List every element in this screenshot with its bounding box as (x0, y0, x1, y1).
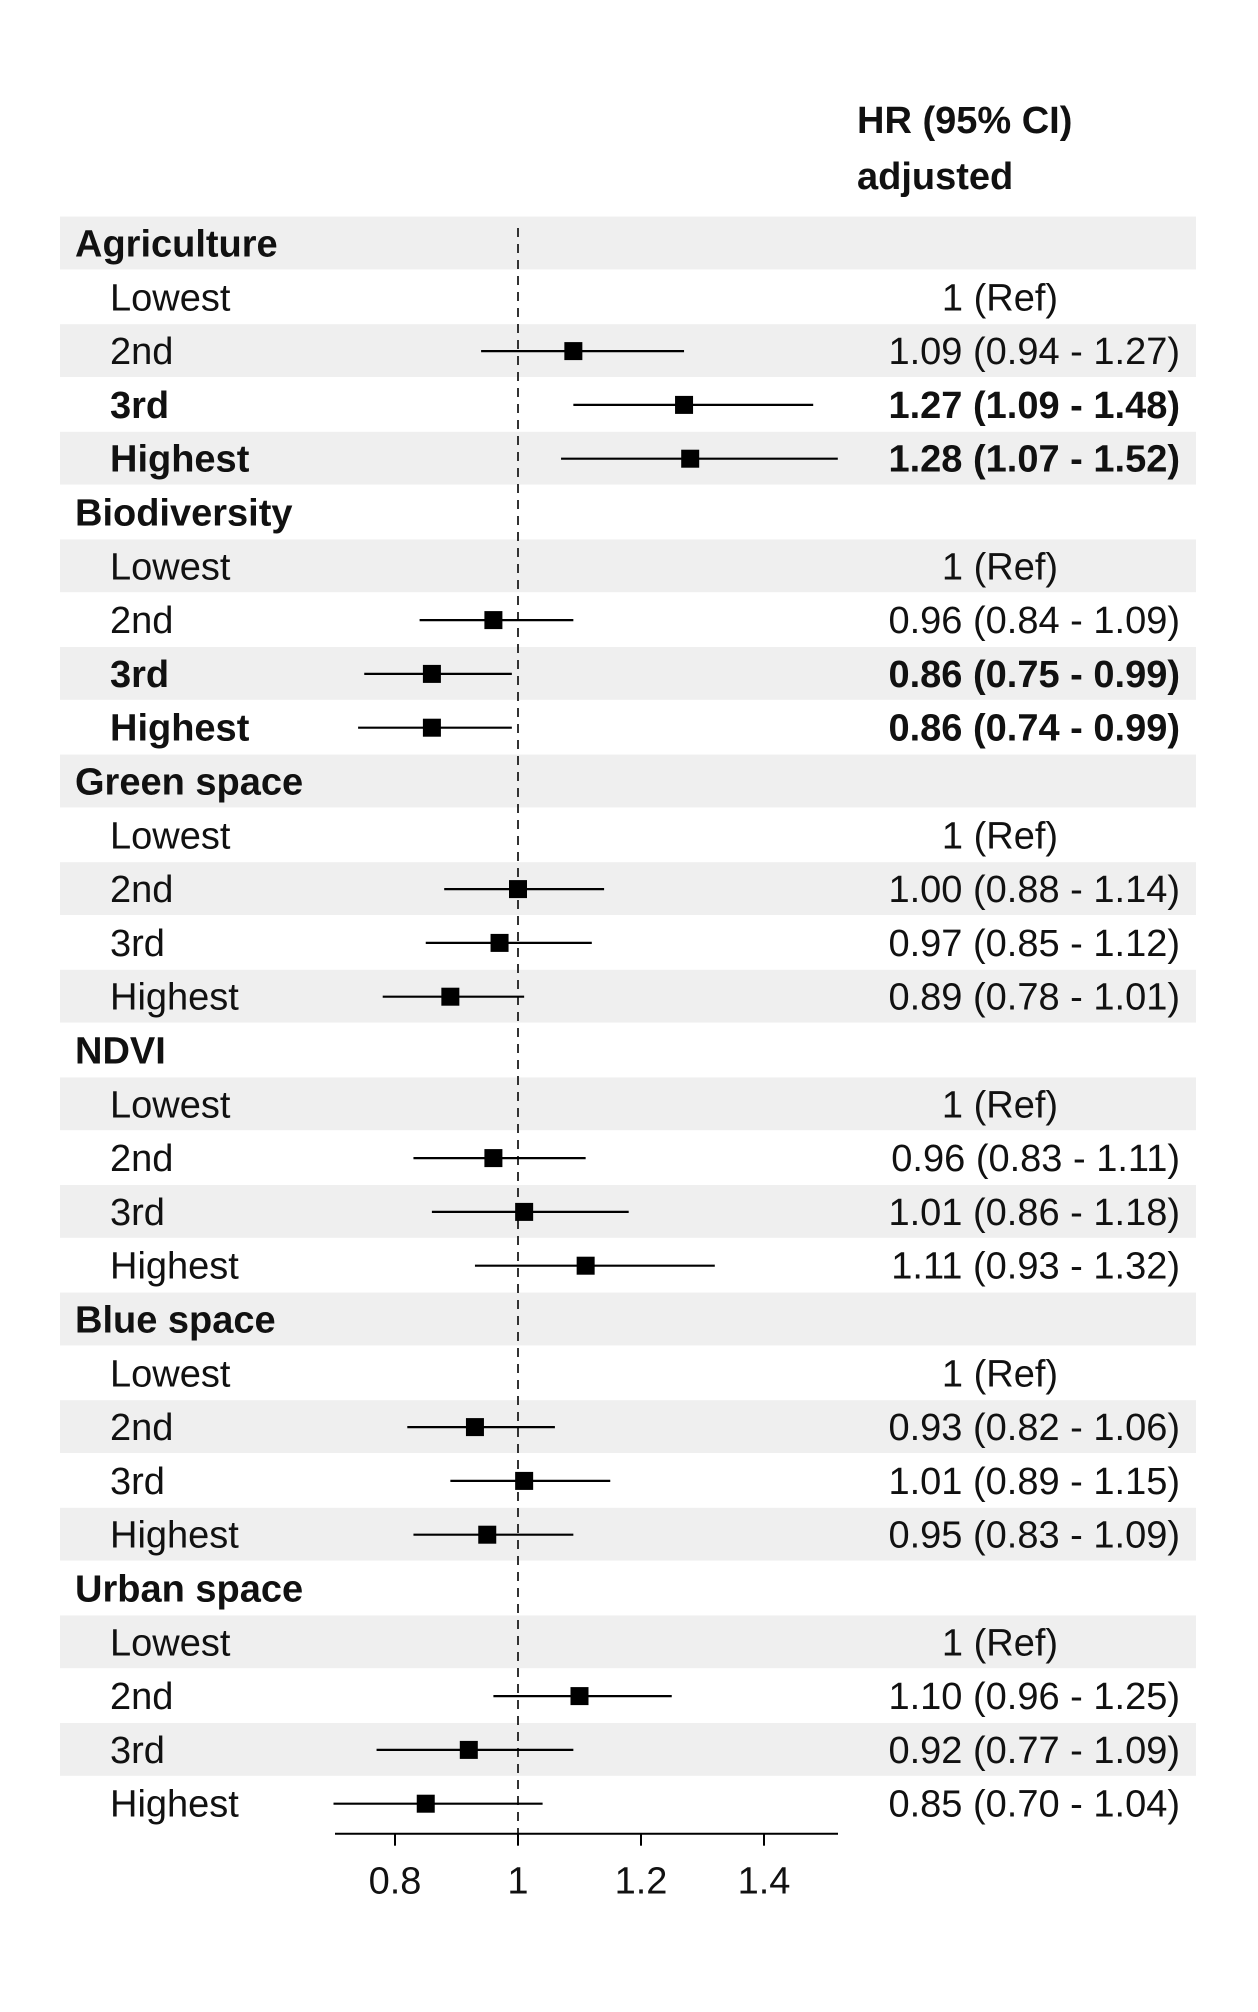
row-label: Highest (110, 977, 239, 1019)
row-label: 3rd (110, 1461, 165, 1503)
point-estimate-marker (681, 449, 700, 468)
point-estimate-marker (459, 1740, 478, 1759)
row-stripe (60, 216, 1196, 270)
row-stripe (60, 1077, 1196, 1131)
row-label: Highest (110, 1515, 239, 1557)
row-label: Highest (110, 708, 250, 750)
point-estimate-marker (478, 1525, 497, 1544)
header-hr-label: HR (95% CI) (857, 100, 1072, 142)
point-estimate-marker (465, 1418, 484, 1437)
point-estimate-marker (490, 933, 509, 952)
group-label: Urban space (75, 1569, 303, 1611)
row-label: Lowest (110, 815, 231, 857)
row-label: 2nd (110, 1407, 173, 1449)
hr-ci-text: 0.85 (0.70 - 1.04) (888, 1784, 1180, 1826)
row-label: Highest (110, 439, 250, 481)
hr-ci-text: 0.86 (0.75 - 0.99) (888, 654, 1180, 696)
group-label: NDVI (75, 1031, 166, 1073)
reference-text: 1 (Ref) (942, 277, 1058, 319)
x-tick-label: 1.4 (738, 1861, 791, 1903)
hr-ci-text: 1.01 (0.86 - 1.18) (888, 1192, 1180, 1234)
point-estimate-marker (576, 1256, 595, 1275)
row-label: 3rd (110, 385, 169, 427)
hr-ci-text: 0.93 (0.82 - 1.06) (888, 1407, 1180, 1449)
row-label: Lowest (110, 1084, 231, 1126)
point-estimate-marker (515, 1471, 534, 1490)
group-label: Biodiversity (75, 493, 293, 535)
hr-ci-text: 1.09 (0.94 - 1.27) (888, 331, 1180, 373)
x-tick-label: 1 (507, 1861, 528, 1903)
point-estimate-marker (675, 395, 694, 414)
group-label: Agriculture (75, 224, 278, 266)
x-tick-label: 1.2 (615, 1861, 668, 1903)
hr-ci-text: 0.96 (0.83 - 1.11) (891, 1138, 1180, 1180)
header-adjusted-label: adjusted (857, 156, 1013, 198)
hr-ci-text: 0.97 (0.85 - 1.12) (888, 923, 1180, 965)
row-label: 3rd (110, 923, 165, 965)
x-tick-label: 0.8 (369, 1861, 422, 1903)
reference-text: 1 (Ref) (942, 815, 1058, 857)
column-header: HR (95% CI) adjusted (857, 100, 1072, 198)
hr-ci-text: 1.11 (0.93 - 1.32) (891, 1246, 1180, 1288)
row-label: 2nd (110, 1676, 173, 1718)
row-label: 3rd (110, 1730, 165, 1772)
row-stripes (60, 216, 1196, 1776)
hr-ci-text: 1.10 (0.96 - 1.25) (888, 1676, 1180, 1718)
reference-text: 1 (Ref) (942, 546, 1058, 588)
point-estimate-marker (416, 1794, 435, 1813)
point-estimate-marker (441, 987, 460, 1006)
row-label: 3rd (110, 1192, 165, 1234)
hr-ci-text: 1.01 (0.89 - 1.15) (888, 1461, 1180, 1503)
group-label: Blue space (75, 1300, 276, 1342)
hr-ci-text: 0.96 (0.84 - 1.09) (888, 600, 1180, 642)
hr-ci-text: 1.27 (1.09 - 1.48) (888, 385, 1180, 427)
point-estimate-marker (484, 611, 503, 630)
row-label: 2nd (110, 600, 173, 642)
row-stripe (60, 969, 1196, 1023)
row-stripe (60, 1400, 1196, 1453)
hr-ci-text: 0.89 (0.78 - 1.01) (888, 977, 1180, 1019)
row-label: 3rd (110, 654, 169, 696)
row-stripe (60, 647, 1196, 700)
row-stripe (60, 539, 1196, 593)
hr-ci-text: 0.86 (0.74 - 0.99) (888, 708, 1180, 750)
reference-text: 1 (Ref) (942, 1622, 1058, 1664)
row-stripe (60, 1615, 1196, 1669)
row-label: Highest (110, 1784, 239, 1826)
row-stripe (60, 1292, 1196, 1346)
hr-ci-text: 0.92 (0.77 - 1.09) (888, 1730, 1180, 1772)
point-estimate-marker (570, 1687, 589, 1706)
row-stripe (60, 1507, 1196, 1561)
row-stripe (60, 754, 1196, 808)
point-estimate-marker (484, 1149, 503, 1168)
hr-ci-text: 1.00 (0.88 - 1.14) (888, 869, 1180, 911)
forest-rows: Agriculture Lowest 1 (Ref) 2nd 1.09 (0.94 - … (75, 224, 1180, 1826)
point-estimate-marker (515, 1202, 534, 1221)
row-label: Highest (110, 1246, 239, 1288)
row-stripe (60, 1723, 1196, 1776)
point-estimate-marker (564, 342, 583, 361)
row-label: Lowest (110, 1353, 231, 1395)
point-estimate-marker (422, 718, 441, 737)
row-label: 2nd (110, 1138, 173, 1180)
reference-text: 1 (Ref) (942, 1084, 1058, 1126)
x-axis: 0.8 1 1.2 1.4 (335, 1832, 838, 1903)
point-estimate-marker (422, 664, 441, 683)
hr-ci-text: 0.95 (0.83 - 1.09) (888, 1515, 1180, 1557)
row-label: Lowest (110, 1622, 231, 1664)
row-label: 2nd (110, 869, 173, 911)
row-label: Lowest (110, 546, 231, 588)
row-stripe (60, 862, 1196, 915)
group-label: Green space (75, 762, 303, 804)
hr-ci-text: 1.28 (1.07 - 1.52) (888, 439, 1180, 481)
row-label: 2nd (110, 331, 173, 373)
row-label: Lowest (110, 277, 231, 319)
reference-text: 1 (Ref) (942, 1353, 1058, 1395)
point-estimate-marker (509, 880, 527, 899)
